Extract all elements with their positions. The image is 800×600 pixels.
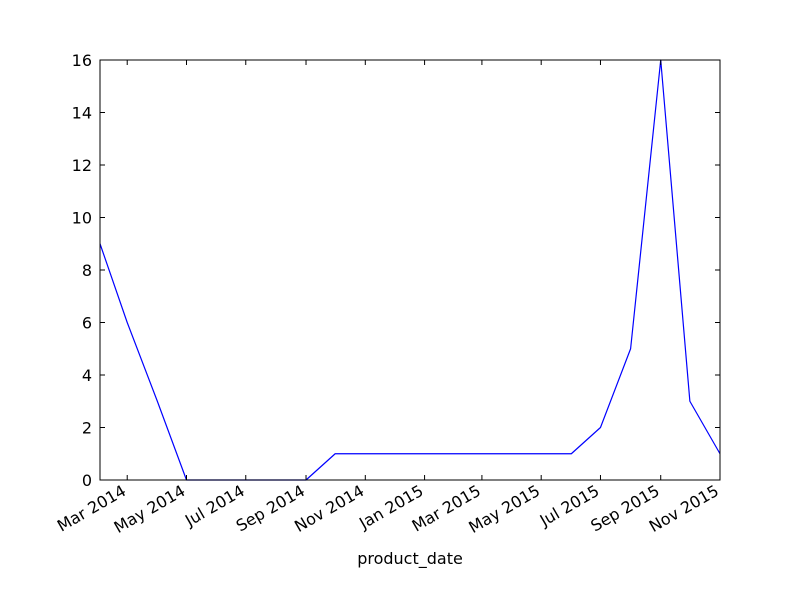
x-axis-label: product_date [357, 549, 463, 569]
y-tick-label: 12 [72, 156, 92, 175]
y-tick-label: 10 [72, 209, 92, 228]
y-tick-label: 16 [72, 51, 92, 70]
y-tick-label: 2 [82, 419, 92, 438]
y-tick-label: 14 [72, 104, 92, 123]
plot-frame [99, 59, 721, 481]
y-tick-label: 6 [82, 314, 92, 333]
plot-area [99, 59, 721, 481]
y-tick-label: 4 [82, 366, 92, 385]
series-line-0 [99, 59, 721, 481]
y-tick-label: 0 [82, 471, 92, 490]
y-tick-label: 8 [82, 261, 92, 280]
y-axis: 0 2 4 6 8 10 12 14 16 [72, 51, 720, 490]
